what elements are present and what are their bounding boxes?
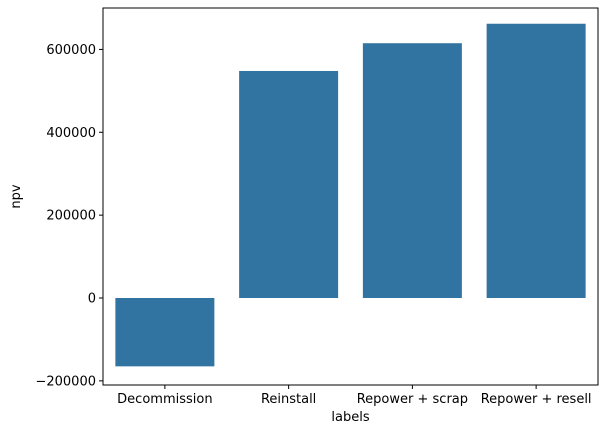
bar-repower-scrap: [362, 43, 462, 298]
y-tick-label: 200000: [46, 209, 96, 224]
bars-group: [115, 23, 586, 367]
bar-reinstall: [239, 70, 339, 298]
y-tick-label: 0: [88, 292, 96, 307]
y-ticks-group: −200000 0 200000 400000 600000: [35, 43, 103, 389]
x-tick-label: Decommission: [117, 392, 212, 407]
y-tick-label: −200000: [35, 374, 96, 389]
y-axis-label: npv: [9, 184, 24, 208]
x-ticks-group: Decommission Reinstall Repower + scrap Repo…: [117, 385, 592, 407]
bar-repower-resell: [486, 23, 586, 298]
y-tick-label: 400000: [46, 126, 96, 141]
plot-frame: [102, 7, 599, 386]
x-tick-label: Repower + scrap: [357, 392, 468, 407]
x-tick-label: Reinstall: [261, 392, 316, 407]
x-tick-label: Repower + resell: [481, 392, 592, 407]
x-axis-label: labels: [331, 410, 369, 425]
bar-decommission: [115, 298, 215, 367]
y-tick-label: 600000: [46, 43, 96, 58]
